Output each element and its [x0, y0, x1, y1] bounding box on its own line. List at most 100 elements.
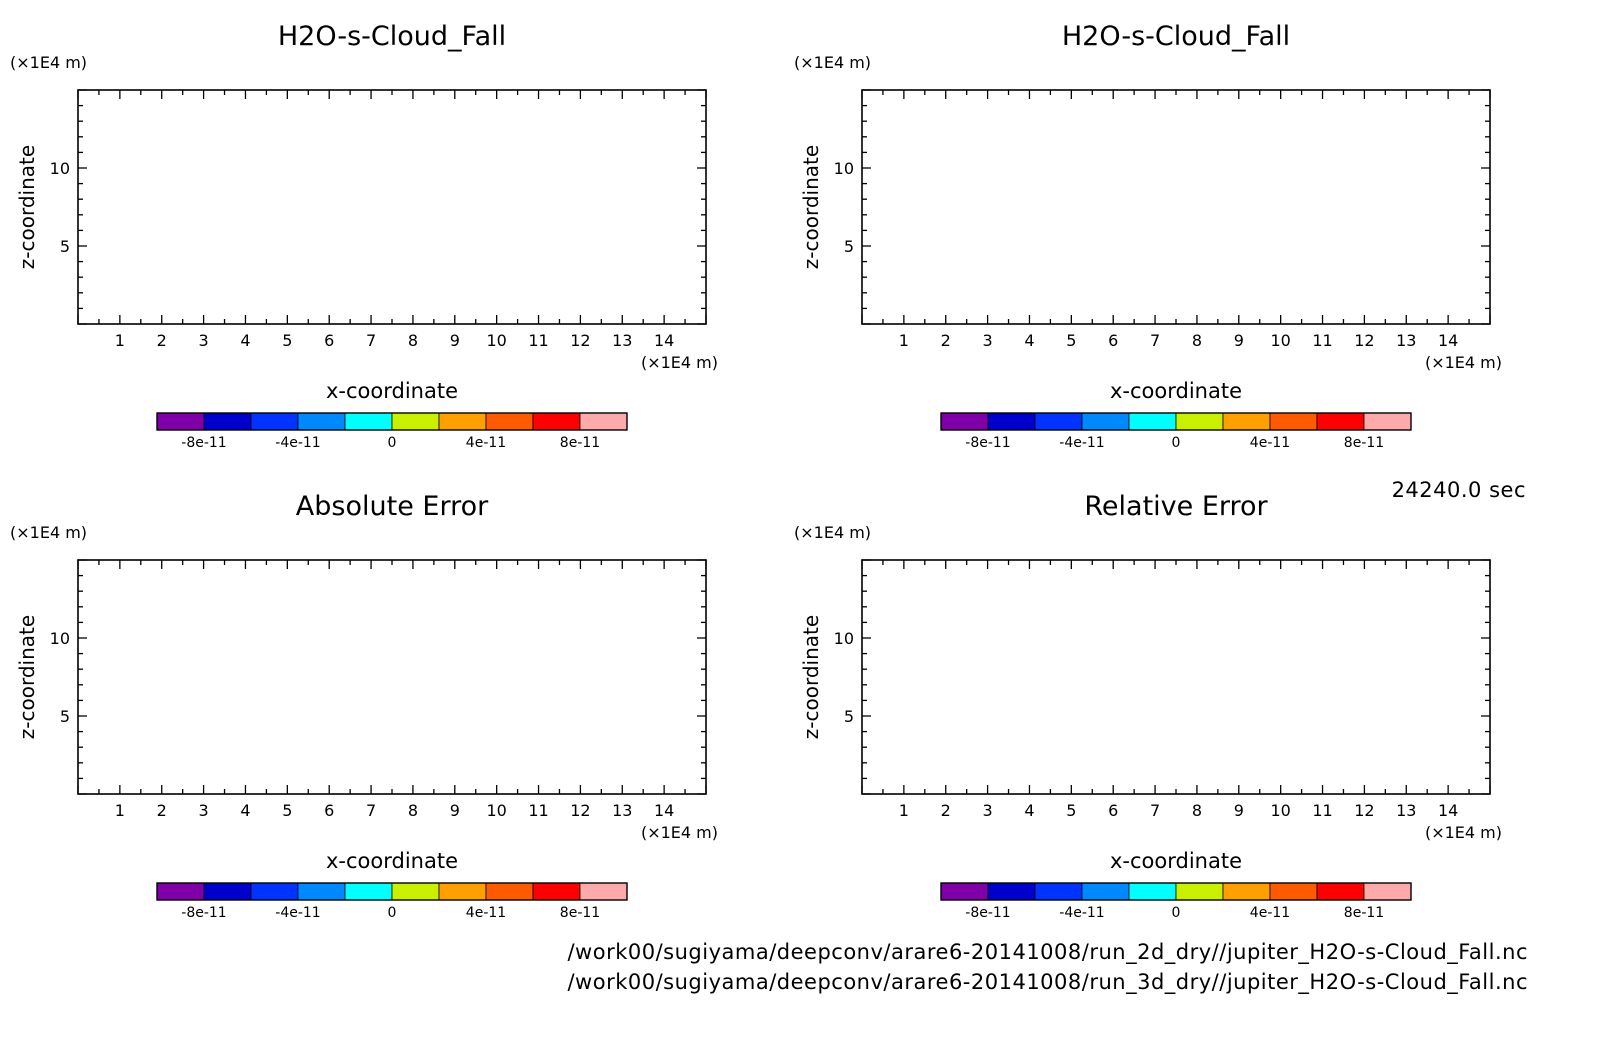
- colorbar-label: -8e-11: [965, 435, 1010, 451]
- plot-frame: [77, 559, 707, 795]
- x-tick-label: 11: [528, 801, 548, 820]
- colorbar-label: -8e-11: [181, 905, 226, 921]
- colorbar-segment: [1081, 882, 1130, 901]
- y-unit-label: (×1E4 m): [10, 53, 87, 72]
- chart-panel: Absolute Error(×1E4 m)1 2 3 4 5 6 7 8 9 10 11 12 13 1…: [10, 491, 718, 921]
- x-tick-label: 7: [1150, 801, 1160, 820]
- x-tick-label: 13: [612, 801, 632, 820]
- x-tick-label: 13: [1396, 801, 1416, 820]
- colorbar-label: -4e-11: [1059, 905, 1104, 921]
- x-tick-label: 4: [240, 801, 250, 820]
- colorbar-segment: [1269, 882, 1318, 901]
- colorbar-segment: [1128, 412, 1177, 431]
- colorbar-segment: [156, 412, 205, 431]
- colorbar-segment: [1128, 882, 1177, 901]
- y-unit-label: (×1E4 m): [794, 523, 871, 542]
- x-tick-label: 11: [528, 331, 548, 350]
- colorbar-segment: [391, 412, 440, 431]
- colorbar-frame: [156, 882, 628, 901]
- colorbar-segment: [987, 412, 1036, 431]
- time-label: 24240.0 sec: [1391, 478, 1526, 502]
- colorbar-segment: [203, 412, 252, 431]
- colorbar-segment: [1222, 882, 1271, 901]
- colorbar-label: -4e-11: [1059, 435, 1104, 451]
- colorbar-segment: [391, 882, 440, 901]
- plot-frame: [861, 89, 1491, 325]
- x-tick-label: 10: [486, 331, 506, 350]
- x-tick-label: 9: [450, 331, 460, 350]
- file-path-2: /work00/sugiyama/deepconv/arare6-2014100…: [567, 970, 1528, 994]
- x-tick-label: 4: [240, 331, 250, 350]
- colorbar-segment: [203, 882, 252, 901]
- x-tick-label: 7: [366, 331, 376, 350]
- x-unit-label: (×1E4 m): [641, 353, 718, 372]
- colorbar-segment: [438, 882, 487, 901]
- colorbar-segment: [532, 412, 581, 431]
- x-tick-label: 9: [450, 801, 460, 820]
- colorbar-segment: [1034, 882, 1083, 901]
- y-tick-label: 10: [834, 629, 854, 648]
- colorbar-label: -4e-11: [275, 905, 320, 921]
- colorbar-segment: [1222, 412, 1271, 431]
- colorbar-segment: [1081, 412, 1130, 431]
- y-unit-label: (×1E4 m): [10, 523, 87, 542]
- x-tick-label: 6: [324, 331, 334, 350]
- x-tick-label: 5: [1066, 801, 1076, 820]
- colorbar-segment: [438, 412, 487, 431]
- y-tick-label: 5: [60, 707, 70, 726]
- y-tick-label: 5: [844, 707, 854, 726]
- colorbar-segment: [156, 882, 205, 901]
- x-tick-label: 2: [157, 331, 167, 350]
- y-tick-label: 5: [844, 237, 854, 256]
- colorbar-segment: [940, 882, 989, 901]
- colorbar-label: 4e-11: [1250, 435, 1290, 451]
- colorbar-label: -4e-11: [275, 435, 320, 451]
- chart-title: H2O-s-Cloud_Fall: [278, 21, 506, 52]
- x-tick-label: 1: [899, 331, 909, 350]
- chart-title: Relative Error: [1084, 491, 1268, 522]
- x-tick-label: 9: [1234, 331, 1244, 350]
- x-tick-label: 7: [366, 801, 376, 820]
- colorbar-frame: [940, 412, 1412, 431]
- x-tick-label: 12: [1354, 801, 1374, 820]
- colorbar: -8e-11 -4e-11 0 4e-11 8e-11: [156, 882, 628, 921]
- y-tick-label: 10: [50, 629, 70, 648]
- colorbar-label: 4e-11: [466, 905, 506, 921]
- chart-panel: H2O-s-Cloud_Fall(×1E4 m)1 2 3 4 5 6 7 8 9 10 11 12 1…: [10, 21, 718, 451]
- colorbar-segment: [532, 882, 581, 901]
- colorbar-segment: [987, 882, 1036, 901]
- x-tick-label: 6: [1108, 801, 1118, 820]
- y-axis-label: z-coordinate: [15, 615, 39, 739]
- colorbar-label: 8e-11: [1344, 435, 1384, 451]
- colorbar-segment: [1363, 412, 1412, 431]
- x-tick-label: 1: [115, 801, 125, 820]
- x-unit-label: (×1E4 m): [1425, 823, 1502, 842]
- x-tick-label: 12: [570, 331, 590, 350]
- x-tick-label: 8: [1192, 801, 1202, 820]
- x-tick-label: 5: [282, 801, 292, 820]
- x-tick-label: 14: [654, 331, 674, 350]
- colorbar-frame: [156, 412, 628, 431]
- colorbar-segment: [940, 412, 989, 431]
- x-axis-label: x-coordinate: [1110, 379, 1242, 403]
- y-tick-label: 5: [60, 237, 70, 256]
- plot-frame: [861, 559, 1491, 795]
- plot-frame: [77, 89, 707, 325]
- colorbar-label: -8e-11: [965, 905, 1010, 921]
- x-tick-label: 14: [654, 801, 674, 820]
- colorbar-frame: [940, 882, 1412, 901]
- colorbar-label: 8e-11: [560, 905, 600, 921]
- colorbar-segment: [1316, 882, 1365, 901]
- colorbar-label: 0: [388, 435, 397, 451]
- colorbar-segment: [344, 882, 393, 901]
- x-tick-label: 2: [941, 331, 951, 350]
- y-tick-label: 10: [834, 159, 854, 178]
- x-axis-label: x-coordinate: [326, 849, 458, 873]
- file-path-1: /work00/sugiyama/deepconv/arare6-2014100…: [567, 940, 1528, 964]
- colorbar-segment: [579, 412, 628, 431]
- colorbar-segment: [485, 882, 534, 901]
- colorbar-label: 0: [388, 905, 397, 921]
- x-tick-label: 2: [941, 801, 951, 820]
- x-tick-label: 14: [1438, 331, 1458, 350]
